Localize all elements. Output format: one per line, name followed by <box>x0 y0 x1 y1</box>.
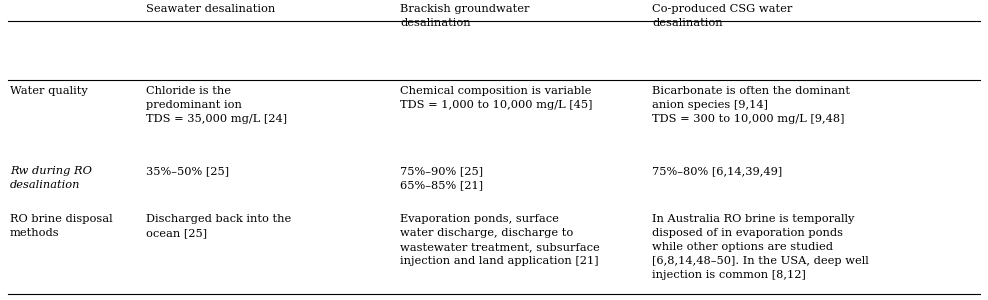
Text: Rw during RO
desalination: Rw during RO desalination <box>10 167 92 191</box>
Text: Co-produced CSG water
desalination: Co-produced CSG water desalination <box>652 4 792 28</box>
Text: In Australia RO brine is temporally
disposed of in evaporation ponds
while other: In Australia RO brine is temporally disp… <box>652 214 868 280</box>
Text: Chemical composition is variable
TDS = 1,000 to 10,000 mg/L [45]: Chemical composition is variable TDS = 1… <box>400 85 593 109</box>
Text: Brackish groundwater
desalination: Brackish groundwater desalination <box>400 4 530 28</box>
Text: RO brine disposal
methods: RO brine disposal methods <box>10 214 113 239</box>
Text: Seawater desalination: Seawater desalination <box>146 4 276 14</box>
Text: Bicarbonate is often the dominant
anion species [9,14]
TDS = 300 to 10,000 mg/L : Bicarbonate is often the dominant anion … <box>652 85 850 124</box>
Text: Chloride is the
predominant ion
TDS = 35,000 mg/L [24]: Chloride is the predominant ion TDS = 35… <box>146 85 288 124</box>
Text: Discharged back into the
ocean [25]: Discharged back into the ocean [25] <box>146 214 291 239</box>
Text: 35%–50% [25]: 35%–50% [25] <box>146 167 229 176</box>
Text: 75%–90% [25]
65%–85% [21]: 75%–90% [25] 65%–85% [21] <box>400 167 483 191</box>
Text: Water quality: Water quality <box>10 85 88 95</box>
Text: 75%–80% [6,14,39,49]: 75%–80% [6,14,39,49] <box>652 167 782 176</box>
Text: Evaporation ponds, surface
water discharge, discharge to
wastewater treatment, s: Evaporation ponds, surface water dischar… <box>400 214 600 266</box>
